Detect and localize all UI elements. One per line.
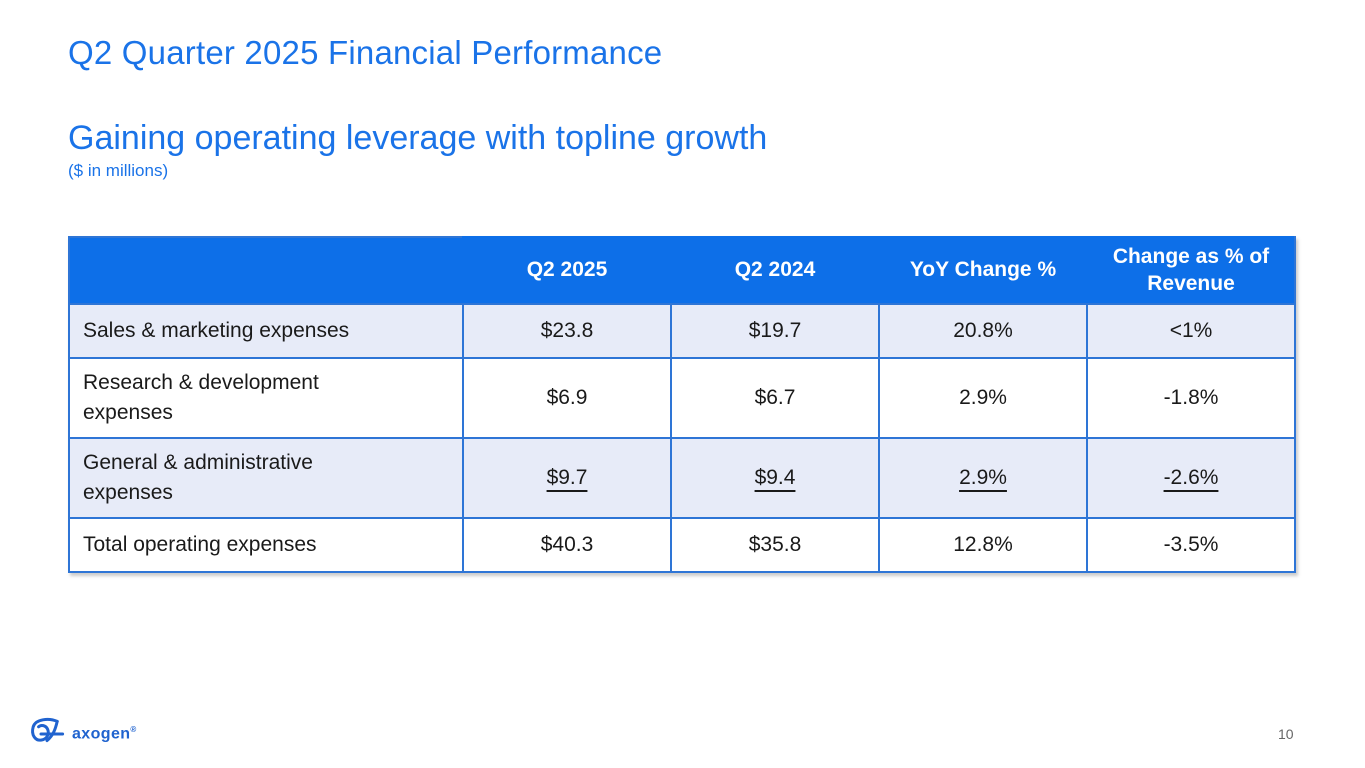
- row-label: Total operating expenses: [68, 517, 464, 573]
- underlined-value: $9.4: [754, 466, 796, 489]
- cell-q2-2024: $9.4: [670, 437, 880, 519]
- cell-q2-2024: $19.7: [670, 303, 880, 359]
- units-note: ($ in millions): [68, 161, 169, 180]
- row-label-text: Research & development expenses: [83, 370, 319, 424]
- cell-q2-2024: $6.7: [670, 357, 880, 439]
- cell-change-as-pct-revenue: -1.8%: [1086, 357, 1296, 439]
- row-label: Research & development expenses: [68, 357, 464, 439]
- cell-q2-2025: $6.9: [462, 357, 672, 439]
- underlined-value: 2.9%: [959, 466, 1007, 489]
- axogen-wordmark: axogen®: [72, 720, 137, 742]
- column-header-change-as-pct-revenue: Change as % of Revenue: [1086, 236, 1296, 305]
- cell-q2-2025: $23.8: [462, 303, 672, 359]
- axogen-logo: axogen®: [29, 716, 137, 746]
- cell-yoy-change: 20.8%: [878, 303, 1088, 359]
- row-label: Sales & marketing expenses: [68, 303, 464, 359]
- cell-q2-2025: $9.7: [462, 437, 672, 519]
- row-label-text: Sales & marketing expenses: [83, 318, 350, 342]
- slide-subtitle: Gaining operating leverage with topline …: [68, 119, 768, 157]
- column-header-blank: [68, 236, 464, 305]
- cell-change-as-pct-revenue: <1%: [1086, 303, 1296, 359]
- row-label: General & administrative expenses: [68, 437, 464, 519]
- column-header-q2-2025: Q2 2025: [462, 236, 672, 305]
- row-label-text: Total operating expenses: [83, 532, 317, 556]
- cell-yoy-change: 2.9%: [878, 357, 1088, 439]
- column-header-yoy-change: YoY Change %: [878, 236, 1088, 305]
- underlined-value: $9.7: [546, 466, 588, 489]
- page-number: 10: [1278, 726, 1294, 742]
- table-row: Research & development expenses $6.9 $6.…: [68, 357, 1296, 439]
- cell-change-as-pct-revenue: -2.6%: [1086, 437, 1296, 519]
- table-row: Sales & marketing expenses $23.8 $19.7 2…: [68, 303, 1296, 359]
- cell-change-as-pct-revenue: -3.5%: [1086, 517, 1296, 573]
- axogen-logo-mark-icon: [31, 717, 65, 743]
- cell-q2-2024: $35.8: [670, 517, 880, 573]
- row-label-text: General & administrative expenses: [83, 450, 313, 504]
- operating-expenses-table: Q2 2025 Q2 2024 YoY Change % Change as %…: [68, 236, 1296, 573]
- table-row: General & administrative expenses $9.7 $…: [68, 437, 1296, 519]
- cell-yoy-change: 2.9%: [878, 437, 1088, 519]
- cell-q2-2025: $40.3: [462, 517, 672, 573]
- cell-yoy-change: 12.8%: [878, 517, 1088, 573]
- underlined-value: -2.6%: [1163, 466, 1219, 489]
- registered-trademark-symbol: ®: [130, 724, 137, 734]
- table-header-row: Q2 2025 Q2 2024 YoY Change % Change as %…: [68, 236, 1296, 305]
- column-header-q2-2024: Q2 2024: [670, 236, 880, 305]
- table-row-total: Total operating expenses $40.3 $35.8 12.…: [68, 517, 1296, 573]
- axogen-wordmark-text: axogen: [72, 725, 131, 743]
- slide-title: Q2 Quarter 2025 Financial Performance: [68, 34, 663, 71]
